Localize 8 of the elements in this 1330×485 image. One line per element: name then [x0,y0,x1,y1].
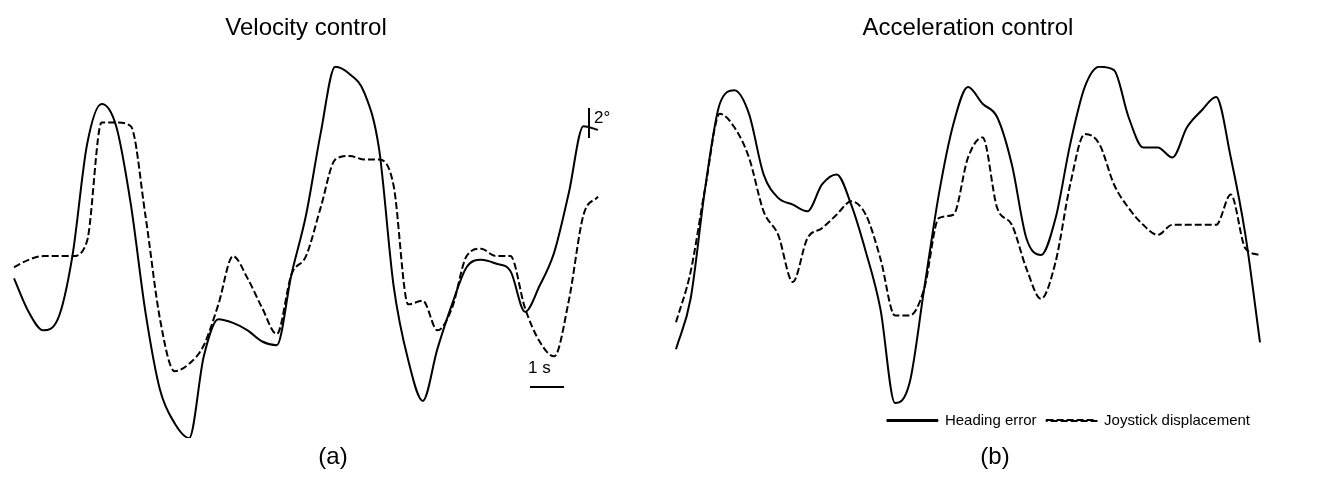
text: (b) [979,442,1011,470]
chart-title: Velocity control [225,13,387,41]
legend-label: Heading error [944,410,1037,428]
text: (a) [317,442,349,470]
legend-label: Joystick displacement [1104,410,1251,428]
chart-title: Acceleration control [862,13,1074,41]
annotation: 1 s [528,358,551,378]
annotation: 2° [594,108,611,128]
